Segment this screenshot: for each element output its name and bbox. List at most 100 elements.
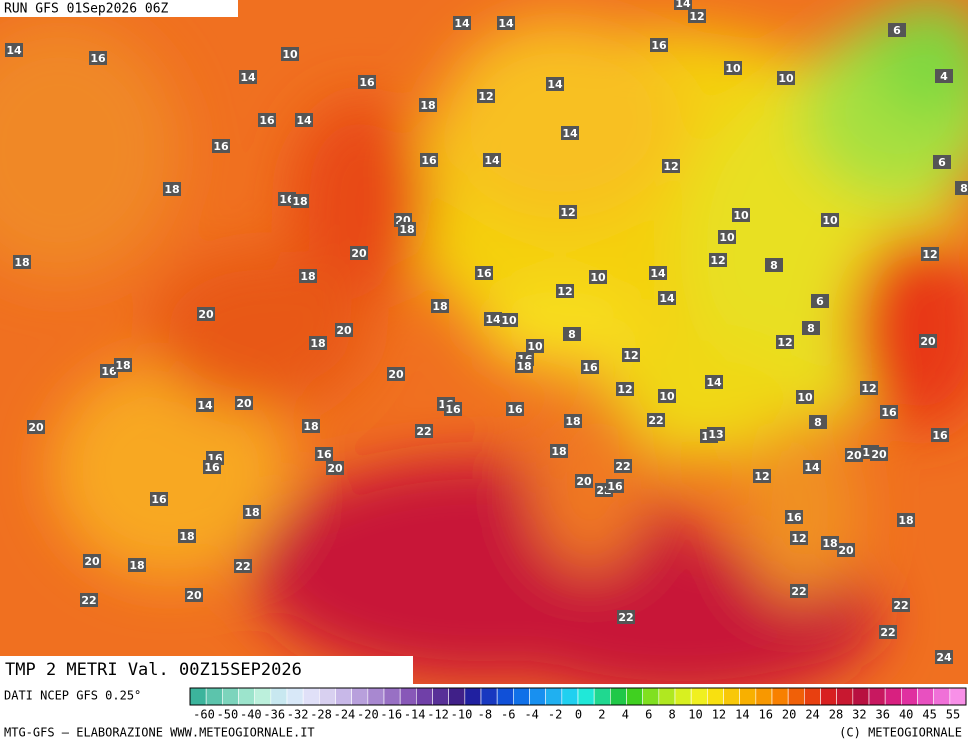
- colorbar-swatch: [545, 687, 563, 706]
- temp-label-text: 22: [235, 560, 250, 573]
- temp-label-box: [483, 153, 501, 167]
- temp-label: 14: [5, 43, 23, 57]
- temp-label: 22: [80, 593, 98, 607]
- temp-label-text: 18: [179, 530, 194, 543]
- temp-label-box: [128, 558, 146, 572]
- temp-label-text: 20: [327, 462, 343, 475]
- temp-label-box: [197, 307, 215, 321]
- colorbar-swatch: [852, 687, 870, 706]
- temp-label-box: [705, 375, 723, 389]
- temp-label-box: [919, 334, 937, 348]
- temp-label-text: 16: [90, 52, 106, 65]
- temp-label-box: [614, 459, 632, 473]
- colorbar-tick-label: 40: [899, 708, 913, 722]
- temp-label: 20: [845, 448, 863, 462]
- colorbar-swatch: [351, 687, 369, 706]
- colorbar-swatch: [771, 687, 789, 706]
- temp-label-box: [650, 38, 668, 52]
- colorbar-swatch: [577, 687, 595, 706]
- temp-label-text: 6: [938, 156, 946, 169]
- temp-label: 18: [431, 299, 449, 313]
- colorbar-tick-label: -36: [263, 708, 285, 722]
- colorbar-swatch: [561, 687, 579, 706]
- temp-label: 20: [837, 543, 855, 557]
- legend-source: DATI NCEP GFS 0.25°: [4, 689, 141, 703]
- temp-label: 24: [935, 650, 953, 664]
- temp-label-box: [477, 89, 495, 103]
- temp-label-box: [606, 479, 624, 493]
- temp-label-text: 6: [893, 24, 901, 37]
- colorbar-tick-label: 32: [852, 708, 866, 722]
- temp-label: 16: [212, 139, 230, 153]
- colorbar-tick-label: 0: [575, 708, 582, 722]
- temp-label-box: [291, 194, 309, 208]
- temp-label-box: [888, 23, 906, 37]
- temp-label: 16: [931, 428, 949, 442]
- title-box: [0, 656, 413, 684]
- colorbar-swatch: [820, 687, 837, 706]
- temp-label-box: [879, 625, 897, 639]
- temp-label: 16: [358, 75, 376, 89]
- temp-label-text: 18: [551, 445, 566, 458]
- colorbar-tick-label: 28: [829, 708, 843, 722]
- colorbar-swatch: [205, 687, 223, 706]
- temp-label: 10: [281, 47, 299, 61]
- colorbar-swatch: [917, 687, 934, 706]
- temp-label-text: 18: [303, 420, 318, 433]
- temp-label-text: 20: [236, 397, 252, 410]
- temp-label-box: [295, 113, 313, 127]
- temp-label-text: 16: [786, 511, 802, 524]
- temp-label: 8: [802, 321, 820, 335]
- temp-label-box: [80, 593, 98, 607]
- temp-label-text: 16: [204, 461, 220, 474]
- temp-label: 14: [705, 375, 723, 389]
- map-title: TMP 2 METRI Val. 00Z15SEP2026: [5, 660, 302, 680]
- temp-label: 22: [647, 413, 665, 427]
- temp-label: 14: [295, 113, 313, 127]
- temp-label-box: [258, 113, 276, 127]
- temp-label-box: [709, 253, 727, 267]
- temp-label-text: 18: [292, 195, 307, 208]
- temp-label-text: 16: [101, 365, 117, 378]
- temp-label: 16: [506, 402, 524, 416]
- colorbar-tick-label: -40: [240, 708, 262, 722]
- temp-label-text: 10: [282, 48, 298, 61]
- colorbar-swatch: [868, 687, 886, 706]
- colorbar-swatch: [901, 687, 918, 706]
- temp-label-text: 10: [590, 271, 606, 284]
- temp-label-text: 8: [814, 416, 822, 429]
- temp-label-box: [753, 469, 771, 483]
- temp-label: 16: [475, 266, 493, 280]
- colorbar-swatch: [480, 687, 498, 706]
- temp-label: 18: [13, 255, 31, 269]
- temp-label-text: 20: [198, 308, 214, 321]
- temp-label: 20: [83, 554, 101, 568]
- temp-label: 16: [420, 153, 438, 167]
- temp-label-text: 14: [484, 154, 500, 167]
- temp-label-text: 16: [445, 403, 461, 416]
- colorbar-swatch: [836, 687, 854, 706]
- colorbar-tick-label: 16: [759, 708, 773, 722]
- temp-label-text: 18: [399, 223, 414, 236]
- temp-label-box: [674, 0, 692, 10]
- colorbar-swatch: [949, 687, 967, 706]
- colorbar-swatch: [642, 687, 660, 706]
- temp-label-box: [358, 75, 376, 89]
- temp-label: 18: [128, 558, 146, 572]
- colorbar-swatch: [626, 687, 643, 706]
- colorbar-tick-label: 55: [946, 708, 960, 722]
- temp-label-box: [5, 43, 23, 57]
- temp-label-box: [732, 208, 750, 222]
- temp-label-box: [718, 230, 736, 244]
- run-text: RUN GFS 01Sep2026 06Z: [4, 2, 169, 17]
- temp-label: 18: [243, 505, 261, 519]
- colorbar-swatch: [302, 687, 320, 706]
- temp-label-text: 12: [754, 470, 769, 483]
- temp-label-text: 8: [568, 328, 576, 341]
- temp-label-text: 16: [213, 140, 229, 153]
- colorbar-swatch: [432, 687, 449, 706]
- temp-label-box: [281, 47, 299, 61]
- temp-label: 22: [879, 625, 897, 639]
